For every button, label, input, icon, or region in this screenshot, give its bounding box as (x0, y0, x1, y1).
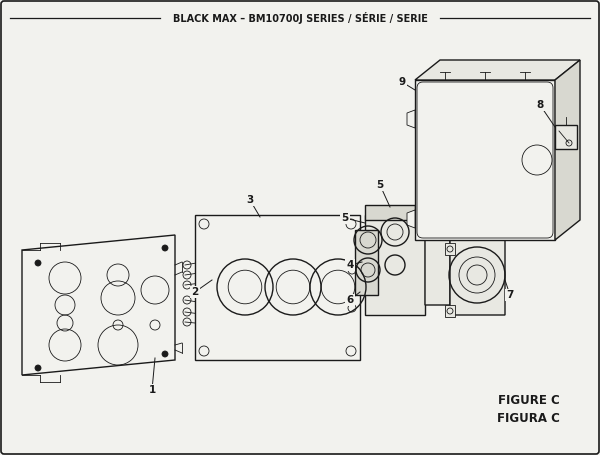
Text: 9: 9 (398, 77, 406, 87)
Polygon shape (365, 215, 425, 315)
Text: 5: 5 (341, 213, 349, 223)
Polygon shape (22, 235, 175, 375)
Polygon shape (555, 125, 577, 149)
Text: 4: 4 (346, 260, 353, 270)
Polygon shape (445, 243, 455, 255)
Text: 3: 3 (247, 195, 254, 205)
Text: FIGURA C: FIGURA C (497, 411, 560, 425)
FancyBboxPatch shape (417, 82, 553, 238)
Text: 7: 7 (506, 290, 514, 300)
Polygon shape (415, 60, 580, 80)
Polygon shape (425, 220, 450, 305)
Polygon shape (407, 210, 415, 228)
Text: 6: 6 (346, 295, 353, 305)
Text: 8: 8 (536, 100, 544, 110)
Polygon shape (555, 60, 580, 240)
Text: 1: 1 (148, 385, 155, 395)
Text: 5: 5 (376, 180, 383, 190)
Circle shape (162, 351, 168, 357)
Polygon shape (407, 110, 415, 128)
Polygon shape (195, 215, 360, 360)
Circle shape (162, 245, 168, 251)
Circle shape (35, 365, 41, 371)
Polygon shape (445, 305, 455, 317)
Circle shape (35, 260, 41, 266)
Polygon shape (415, 80, 555, 240)
Text: 2: 2 (191, 287, 199, 297)
Polygon shape (365, 205, 415, 220)
Polygon shape (355, 230, 378, 295)
Text: FIGURE C: FIGURE C (498, 394, 560, 406)
Text: BLACK MAX – BM10700J SERIES / SÉRIE / SERIE: BLACK MAX – BM10700J SERIES / SÉRIE / SE… (173, 12, 427, 24)
Polygon shape (450, 235, 505, 315)
